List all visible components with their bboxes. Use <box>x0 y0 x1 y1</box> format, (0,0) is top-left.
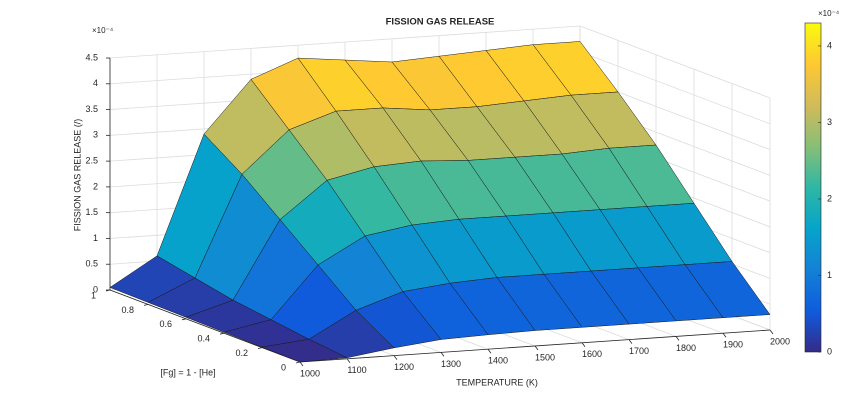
x-tick-label: 1800 <box>676 343 696 353</box>
x-tick <box>628 339 633 344</box>
surface-patch <box>261 338 348 363</box>
x-tick <box>722 332 727 338</box>
x-tick <box>581 342 586 348</box>
x-tick-label: 1300 <box>441 359 461 369</box>
z-tick-label: 2 <box>93 181 98 191</box>
z-tick-label: 0 <box>93 284 98 294</box>
x-tick-label: 2000 <box>770 336 790 346</box>
x-tick-label: 1500 <box>535 352 555 362</box>
y-axis-label: [Fg] = 1 - [He] <box>160 367 215 377</box>
x-tick <box>487 348 492 354</box>
z-axis-label: FISSION GAS RELEASE (/) <box>72 119 82 232</box>
y-tick-label: 0 <box>281 362 286 372</box>
z-tick-label: 4 <box>93 78 98 88</box>
y-tick-label: 1 <box>91 290 96 300</box>
colorbar-tick-label: 2 <box>827 193 832 203</box>
colorbar-tick-label: 1 <box>827 270 832 280</box>
x-axis-label: TEMPERATURE (K) <box>456 377 538 387</box>
z-exponent: ×10⁻⁴ <box>92 26 114 35</box>
x-tick <box>534 345 539 351</box>
colorbar-tick-label: 4 <box>827 40 832 50</box>
colorbar <box>804 22 822 353</box>
x-tick <box>346 358 351 364</box>
y-tick <box>219 332 225 335</box>
y-tick <box>181 318 187 321</box>
y-tick <box>257 347 263 349</box>
x-tick <box>393 355 398 360</box>
z-tick-label: 0.5 <box>85 259 98 269</box>
y-axis <box>109 289 301 363</box>
z-tick-label: 2.5 <box>85 155 98 165</box>
x-tick <box>299 361 304 367</box>
z-tick-label: 1.5 <box>85 207 98 217</box>
z-tick-label: 3.5 <box>85 104 98 114</box>
x-tick-label: 1100 <box>347 365 366 375</box>
x-tick-label: 1200 <box>394 362 414 372</box>
y-tick-label: 0.8 <box>121 305 134 315</box>
grid-line <box>579 51 771 125</box>
grid-line <box>109 25 581 59</box>
x-tick-label: 1600 <box>582 349 602 359</box>
y-tick-label: 0.6 <box>159 319 172 329</box>
x-tick-label: 1700 <box>629 346 649 356</box>
x-tick-label: 1900 <box>723 340 743 350</box>
y-tick <box>295 361 301 364</box>
colorbar-exponent: ×10⁻⁴ <box>818 9 840 18</box>
x-tick-label: 1400 <box>488 356 508 366</box>
y-tick-label: 0.2 <box>235 348 248 358</box>
grid-line <box>579 25 771 99</box>
x-tick <box>440 352 445 357</box>
y-tick-label: 0.4 <box>197 334 210 344</box>
z-tick-label: 3 <box>93 130 98 140</box>
surface <box>109 41 771 363</box>
colorbar-tick-label: 0 <box>827 346 832 356</box>
chart-title: FISSION GAS RELEASE <box>386 17 495 28</box>
y-tick <box>143 304 149 306</box>
x-tick <box>769 329 774 335</box>
colorbar-tick-label: 3 <box>827 117 832 127</box>
x-tick <box>675 336 680 341</box>
z-tick-label: 4.5 <box>85 52 98 62</box>
x-tick-label: 1000 <box>300 368 320 378</box>
z-tick-label: 1 <box>93 233 98 243</box>
